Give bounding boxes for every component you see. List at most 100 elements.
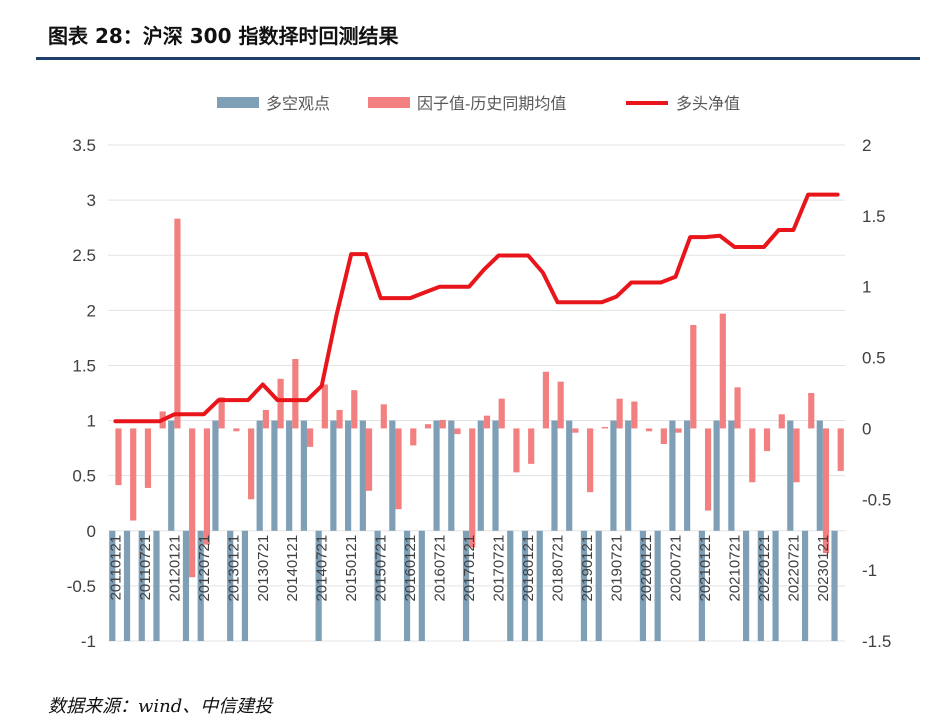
y-right-tick-label: 0: [862, 419, 871, 438]
long-short-bar: [639, 530, 647, 641]
y-right-tick-label: 2: [862, 136, 871, 155]
title-rule: [36, 57, 920, 60]
factor-bar: [233, 428, 240, 432]
factor-bar: [262, 410, 269, 429]
y-left-tick-label: 0: [87, 522, 96, 541]
long-short-bar: [507, 530, 514, 641]
factor-bar: [292, 358, 299, 429]
factor-bar: [410, 428, 417, 446]
long-short-bar: [138, 530, 145, 641]
factor-bar: [248, 428, 255, 500]
factor-bar: [144, 428, 152, 488]
long-short-bar: [256, 420, 263, 531]
nav-line-layer: [113, 192, 840, 424]
legend-item-long-short[interactable]: 多空观点: [217, 95, 330, 113]
factor-bar: [778, 414, 785, 429]
factor-bar: [690, 324, 697, 429]
long-short-bar: [227, 530, 234, 641]
x-tick-label: 20160721: [432, 535, 449, 602]
long-short-bar: [286, 420, 293, 531]
long-short-bar: [536, 530, 543, 641]
y-right-tick-label: 0.5: [862, 349, 886, 368]
factor-bar: [675, 428, 682, 433]
x-tick-label: 20110721: [137, 535, 154, 601]
factor-bar: [587, 428, 594, 493]
x-tick-label: 20200721: [667, 535, 684, 602]
long-short-bar: [433, 420, 440, 531]
factor-bar: [719, 313, 726, 429]
long-short-bar: [374, 530, 381, 641]
long-short-bar: [757, 530, 764, 641]
x-tick-label: 20150721: [373, 535, 390, 602]
long-short-bar: [742, 530, 750, 641]
legend: 多空观点 因子值-历史同期均值 多头净值: [217, 95, 740, 113]
long-short-bar: [182, 530, 190, 641]
factor-bar: [793, 428, 800, 483]
x-tick-label: 20160121: [402, 535, 419, 602]
long-short-bar: [566, 420, 573, 531]
factor-bar: [130, 428, 137, 521]
long-short-bar: [654, 530, 661, 641]
y-left-tick-label: 2.5: [72, 246, 96, 265]
x-tick-label: 20120121: [166, 535, 183, 602]
legend-item-factor[interactable]: 因子值-历史同期均值: [368, 95, 566, 113]
factor-bar: [469, 428, 476, 548]
x-tick-label: 20190721: [609, 535, 626, 602]
y-left-tick-label: 3: [87, 191, 96, 210]
x-tick-label: 20180121: [520, 535, 537, 602]
bars: [109, 218, 844, 641]
factor-bar: [616, 398, 623, 429]
factor-bar: [542, 371, 550, 429]
factor-bar: [306, 428, 314, 447]
axes: 3.5 3 2.5 2 1.5 1 0.5 0 -0.5 -1 2 1.5 1 0.5 0 -0.5 -1 -1.…: [67, 136, 892, 651]
data-source-note: 数据来源：wind、中信建投: [48, 696, 273, 717]
long-short-bar: [197, 530, 204, 641]
legend-item-nav[interactable]: 多头净值: [626, 95, 740, 113]
factor-bar: [174, 218, 181, 429]
long-short-bar: [521, 530, 529, 641]
y-left-tick-label: 0.5: [72, 467, 96, 486]
legend-label-factor: 因子值-历史同期均值: [417, 95, 566, 113]
factor-bar: [336, 410, 343, 429]
legend-label-long-short: 多空观点: [266, 95, 330, 113]
long-short-bar: [831, 530, 838, 641]
x-tick-label: 20220121: [756, 535, 773, 602]
x-tick-label: 20230121: [815, 535, 832, 602]
long-short-bar: [109, 530, 116, 641]
factor-bar: [189, 428, 196, 578]
long-short-bar: [492, 420, 499, 531]
factor-bar: [822, 428, 830, 554]
y-right-tick-label: -0.5: [862, 490, 891, 509]
legend-swatch-long-short: [217, 97, 259, 108]
factor-bar: [572, 428, 579, 433]
long-short-bar: [462, 530, 470, 641]
long-short-bar: [669, 420, 676, 531]
x-tick-label: 20180721: [550, 535, 567, 602]
x-tick-label: 20190121: [579, 535, 596, 602]
long-short-bar: [801, 530, 809, 641]
factor-bar: [424, 424, 432, 429]
x-tick-label: 20170721: [491, 535, 508, 602]
legend-swatch-factor: [368, 97, 410, 108]
factor-bar: [483, 415, 491, 429]
y-left-tick-label: 2: [87, 301, 96, 320]
x-tick-label: 20220721: [785, 535, 802, 602]
long-short-bar: [212, 420, 219, 531]
factor-bar: [513, 428, 520, 473]
long-short-bar: [241, 530, 249, 641]
y-left-tick-label: -1: [81, 632, 96, 651]
factor-bar: [631, 401, 638, 429]
long-short-bar: [345, 420, 352, 531]
factor-bar: [763, 428, 771, 452]
factor-bar: [528, 428, 535, 464]
x-tick-label: 20130721: [255, 535, 272, 602]
long-short-bar: [389, 420, 396, 531]
nav-line: [113, 192, 840, 424]
long-short-bar: [359, 420, 366, 531]
factor-bar: [808, 393, 815, 429]
long-short-bar: [330, 420, 337, 531]
factor-bar: [660, 428, 667, 445]
factor-bar: [646, 428, 653, 432]
long-short-bar: [300, 420, 307, 531]
y-right-tick-label: 1: [862, 278, 871, 297]
